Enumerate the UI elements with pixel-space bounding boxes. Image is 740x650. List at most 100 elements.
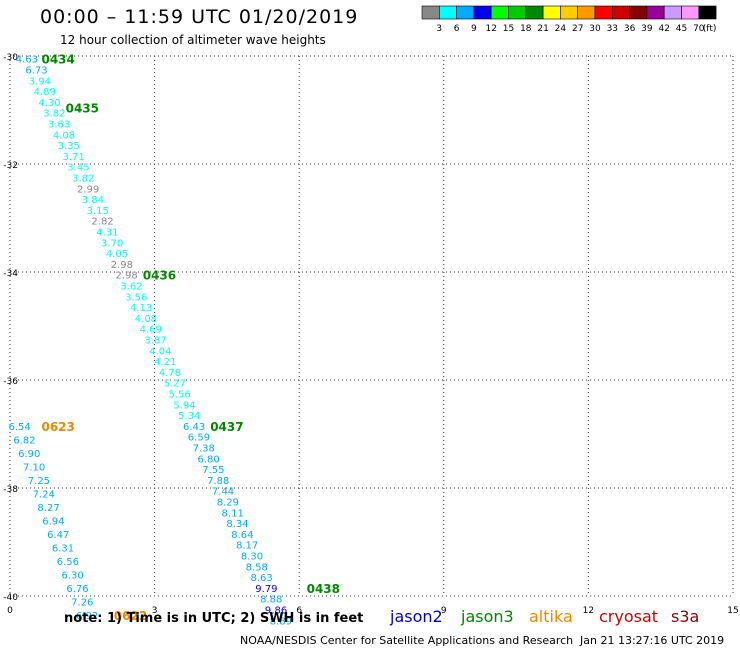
x-tick-label: 15 bbox=[727, 606, 738, 616]
footer-note: note: 1) Time is in UTC; 2) SWH is in fe… bbox=[64, 611, 364, 626]
wave-height-point: 3.94 bbox=[29, 76, 51, 87]
color-scale-swatch bbox=[646, 5, 665, 20]
satellite-legend-item: cryosat bbox=[599, 607, 659, 626]
color-scale-swatch bbox=[456, 5, 475, 20]
wave-height-point: 3.45 bbox=[67, 163, 89, 174]
wave-height-point: 3.15 bbox=[87, 206, 109, 217]
wave-height-point: 6.30 bbox=[62, 570, 84, 581]
wave-height-point: 3.35 bbox=[58, 141, 80, 152]
color-scale-label: 36 bbox=[624, 24, 636, 34]
wave-height-point: 8.29 bbox=[217, 498, 239, 509]
pass-time-label: 0434 bbox=[41, 53, 74, 67]
page-title: 00:00 – 11:59 UTC 01/20/2019 bbox=[40, 6, 359, 28]
wave-height-point: 3.84 bbox=[82, 195, 104, 206]
color-scale-label: 6 bbox=[454, 24, 460, 34]
x-tick-label: 6 bbox=[296, 606, 302, 616]
color-scale-swatch bbox=[438, 5, 457, 20]
color-scale-label: 39 bbox=[641, 24, 653, 34]
color-scale-swatch bbox=[698, 5, 717, 20]
page-subtitle: 12 hour collection of altimeter wave hei… bbox=[60, 33, 326, 47]
pass-time-label: 0438 bbox=[307, 582, 340, 596]
wave-height-point: 4.63 bbox=[16, 55, 38, 66]
wave-height-point: 3.87 bbox=[144, 336, 166, 347]
color-scale-label: 24 bbox=[555, 24, 567, 34]
wave-height-point: 7.26 bbox=[71, 597, 93, 608]
color-scale-swatch bbox=[542, 5, 561, 20]
wave-height-point: 7.88 bbox=[207, 476, 229, 487]
wave-height-point: 6.76 bbox=[66, 584, 88, 595]
wave-height-point: 4.30 bbox=[38, 98, 60, 109]
wave-height-point: 6.73 bbox=[25, 66, 47, 77]
wave-height-point: 5.56 bbox=[169, 390, 191, 401]
wave-height-point: 6.94 bbox=[42, 516, 64, 527]
wave-height-point: 8.89 bbox=[270, 616, 292, 627]
satellite-legend-item: jason2 bbox=[390, 607, 443, 626]
wave-height-point: 6.54 bbox=[9, 422, 31, 433]
color-scale-swatch bbox=[560, 5, 579, 20]
color-scale-label: 42 bbox=[658, 24, 669, 34]
color-scale-label: 18 bbox=[520, 24, 532, 34]
wave-height-point: 8.11 bbox=[222, 508, 244, 519]
color-scale-swatch bbox=[611, 5, 630, 20]
color-scale-swatch bbox=[490, 5, 509, 20]
wave-height-point: 4.04 bbox=[149, 346, 171, 357]
satellite-legend-item: s3a bbox=[671, 607, 700, 626]
wave-height-point: 5.34 bbox=[178, 411, 200, 422]
wave-height-point: 6.43 bbox=[183, 422, 205, 433]
y-tick-label: -32 bbox=[3, 161, 18, 171]
wave-height-point: 3.70 bbox=[101, 238, 123, 249]
color-scale-label: 33 bbox=[607, 24, 618, 34]
wave-height-point: 4.08 bbox=[53, 130, 75, 141]
color-scale-swatch bbox=[473, 5, 492, 20]
color-scale-label: 70 bbox=[693, 24, 705, 34]
wave-height-point: 7.55 bbox=[202, 465, 224, 476]
color-scale-swatch bbox=[577, 5, 596, 20]
wave-height-point: 9.79 bbox=[255, 584, 277, 595]
x-tick-label: 12 bbox=[583, 606, 594, 616]
color-scale-label: 27 bbox=[572, 24, 583, 34]
wave-height-point: 4.13 bbox=[130, 303, 152, 314]
pass-time-label: 0436 bbox=[143, 269, 176, 283]
wave-height-point: 6.92 bbox=[76, 611, 98, 622]
wave-height-point: 6.56 bbox=[57, 557, 79, 568]
color-scale-swatch bbox=[421, 5, 440, 20]
wave-height-point: 7.24 bbox=[33, 489, 55, 500]
chart-grid bbox=[9, 55, 734, 597]
wave-height-point: 8.30 bbox=[241, 552, 263, 563]
wave-height-point: 4.05 bbox=[106, 249, 128, 260]
color-scale-swatch bbox=[594, 5, 613, 20]
wave-height-point: 7.10 bbox=[23, 462, 45, 473]
wave-height-point: 6.47 bbox=[47, 530, 69, 541]
wave-height-point: 8.64 bbox=[231, 530, 253, 541]
color-scale-bar: 3 6 9 12 15 18 21 24 27 30 33 36 39 42 45 70(ft) bbox=[421, 5, 717, 34]
color-scale-unit: (ft) bbox=[703, 24, 717, 34]
color-scale-swatch bbox=[663, 5, 682, 20]
wave-height-point: 6.59 bbox=[188, 433, 210, 444]
wave-height-point: 3.82 bbox=[72, 174, 94, 185]
wave-height-point: 7.38 bbox=[193, 444, 215, 455]
wave-height-point: 7.44 bbox=[212, 487, 234, 498]
wave-height-point: 4.31 bbox=[96, 228, 118, 239]
y-tick-label: -34 bbox=[3, 269, 18, 279]
wave-height-point: 4.08 bbox=[135, 314, 157, 325]
chart-marks: 4.636.733.944.894.303.823.634.083.353.71… bbox=[9, 53, 340, 628]
y-tick-label: -38 bbox=[3, 485, 18, 495]
wave-height-point: 8.27 bbox=[37, 503, 59, 514]
wave-height-point: 9.86 bbox=[265, 606, 287, 617]
wave-height-point: 2.98 bbox=[116, 271, 138, 282]
wave-height-point: 2.82 bbox=[91, 217, 113, 228]
wave-height-point: 4.78 bbox=[159, 368, 181, 379]
color-scale-label: 21 bbox=[537, 24, 548, 34]
wave-height-point: 6.80 bbox=[197, 454, 219, 465]
wave-height-point: 6.82 bbox=[13, 435, 35, 446]
wave-height-point: 2.99 bbox=[77, 184, 99, 195]
color-scale-swatch bbox=[525, 5, 544, 20]
wave-height-point: 8.58 bbox=[246, 562, 268, 573]
wave-height-point: 4.89 bbox=[34, 87, 56, 98]
wave-height-point: 6.31 bbox=[52, 543, 74, 554]
color-scale-swatch bbox=[681, 5, 700, 20]
wave-height-point: 3.63 bbox=[48, 120, 70, 131]
color-scale-label: 15 bbox=[503, 24, 514, 34]
